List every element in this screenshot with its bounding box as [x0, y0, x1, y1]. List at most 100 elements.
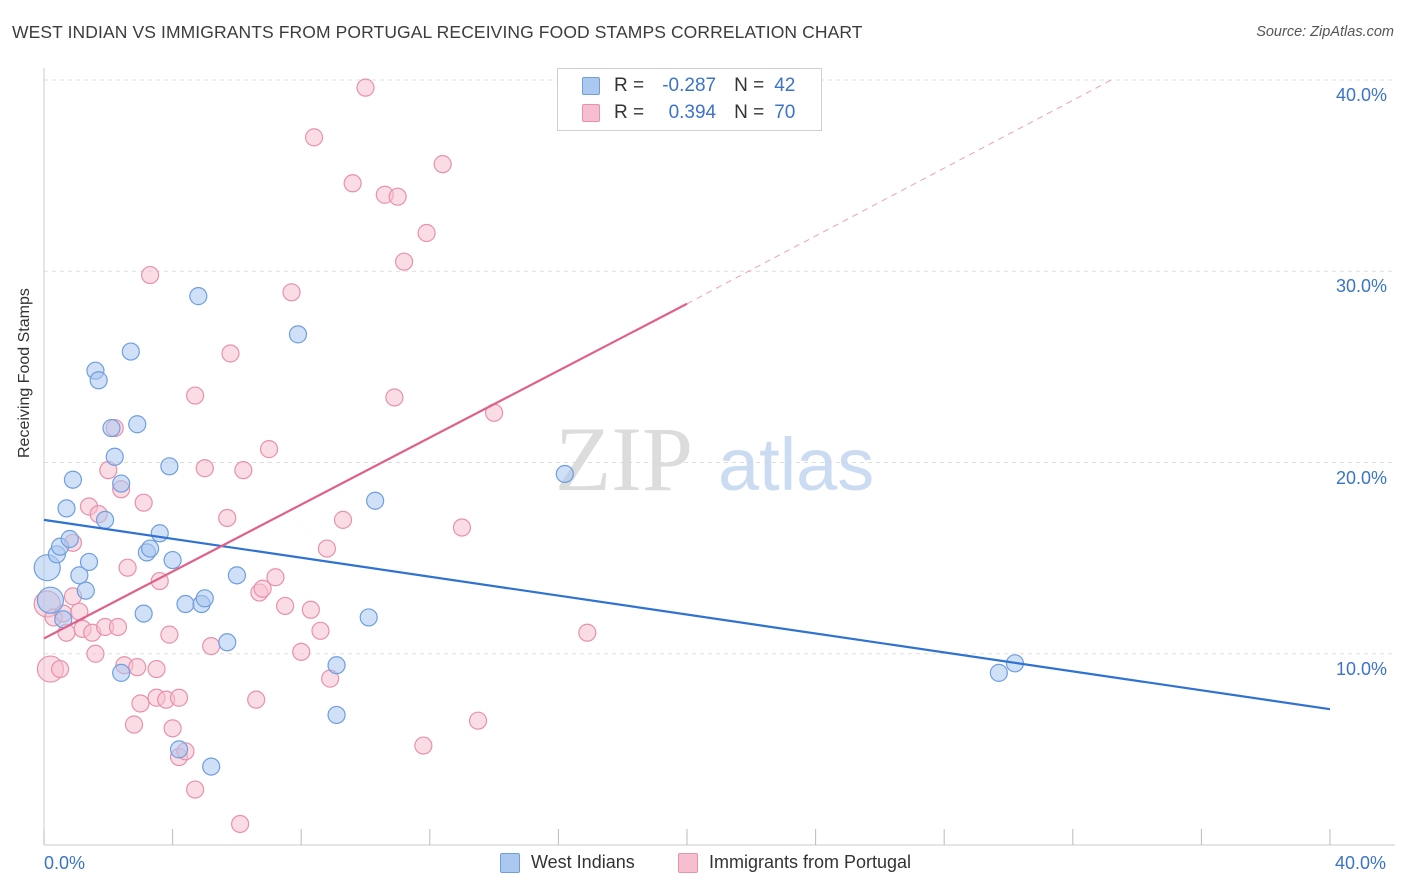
r-label: R = — [614, 102, 645, 123]
west-indian-point — [555, 464, 574, 484]
west-indian-point — [176, 594, 195, 614]
x-tick-label-min: 0.0% — [44, 853, 86, 873]
west-indian-point — [36, 586, 65, 614]
portugal-point — [394, 252, 414, 271]
west-indian-point — [327, 656, 346, 675]
watermark-zip: ZIP — [555, 408, 693, 510]
west-indian-point — [112, 663, 131, 682]
portugal-point — [160, 625, 179, 644]
legend-label: West Indians — [531, 852, 635, 872]
portugal-trend-line — [43, 302, 688, 640]
portugal-point — [134, 493, 153, 512]
portugal-point — [169, 688, 189, 707]
portugal-point — [86, 644, 105, 663]
portugal-point — [50, 659, 70, 679]
west-indian-point — [134, 604, 153, 623]
n-value: 70 — [774, 102, 796, 123]
legend-item-west-indians[interactable]: West Indians — [500, 852, 635, 873]
watermark: ZIP atlas — [555, 408, 874, 510]
n-label: N = — [734, 75, 765, 96]
portugal-point — [195, 459, 214, 478]
west-indian-point — [102, 418, 121, 438]
legend-row-portugal: R = 0.394 N = 70 — [582, 101, 795, 125]
n-label: N = — [734, 102, 765, 123]
west-indian-point — [227, 566, 246, 585]
legend-row-west-indians: R = -0.287 N = 42 — [582, 74, 795, 98]
portugal-point — [218, 508, 237, 528]
portugal-point — [128, 658, 147, 677]
west-indian-point — [189, 287, 208, 306]
west-indian-point — [366, 491, 385, 510]
pink-swatch — [582, 104, 600, 122]
west-indian-point — [89, 371, 108, 390]
west-indian-point — [63, 470, 83, 489]
portugal-point — [414, 736, 433, 755]
correlation-legend: R = -0.287 N = 42 R = 0.394 N = 70 — [557, 68, 822, 131]
x-tick-label-max: 40.0% — [1335, 853, 1387, 873]
portugal-point — [468, 711, 488, 730]
portugal-point — [333, 510, 353, 529]
portugal-point — [124, 715, 144, 734]
pink-swatch — [678, 852, 698, 873]
west-indian-point — [218, 633, 237, 652]
watermark-atlas: atlas — [718, 423, 874, 506]
west-indian-point — [359, 608, 378, 627]
portugal-point — [108, 617, 128, 637]
west-indian-point — [169, 740, 189, 759]
west-indian-point — [150, 524, 169, 543]
portugal-trend-extension — [686, 79, 1112, 305]
n-value: 42 — [774, 75, 796, 96]
west-indian-point — [112, 474, 131, 493]
y-tick-label: 20.0% — [1336, 467, 1388, 488]
trend-lines — [43, 79, 1331, 711]
west-indians-trend-line — [43, 518, 1331, 711]
portugal-point — [317, 539, 337, 558]
portugal-point — [282, 283, 301, 302]
portugal-point — [433, 155, 452, 174]
west-indian-point — [288, 325, 308, 344]
legend-label: Immigrants from Portugal — [709, 852, 912, 872]
portugal-point — [253, 579, 272, 598]
r-value: 0.394 — [668, 102, 717, 123]
west-indian-point — [57, 499, 76, 518]
portugal-point — [140, 265, 160, 285]
portugal-point — [301, 600, 320, 619]
portugal-point — [417, 223, 436, 243]
west-indian-point — [160, 457, 179, 476]
portugal-point — [311, 621, 330, 640]
portugal-point — [259, 440, 279, 459]
portugal-point — [131, 694, 150, 713]
portugal-point — [292, 642, 311, 661]
west-indian-point — [76, 581, 95, 600]
y-tick-label: 10.0% — [1336, 658, 1388, 679]
axes — [43, 68, 1395, 846]
portugal-point — [202, 636, 221, 656]
r-value: -0.287 — [662, 75, 717, 96]
west-indian-point — [70, 566, 89, 585]
portugal-point — [266, 568, 285, 587]
portugal-point — [247, 690, 266, 709]
portugal-point — [118, 558, 137, 577]
portugal-point — [356, 78, 375, 97]
west-indian-point — [79, 552, 99, 572]
west-indian-point — [195, 589, 214, 608]
west-indian-point — [105, 447, 124, 466]
chart-title: WEST INDIAN VS IMMIGRANTS FROM PORTUGAL … — [12, 22, 863, 42]
portugal-point — [147, 659, 166, 679]
west-indian-point — [121, 342, 140, 361]
y-axis-title: Receiving Food Stamps — [16, 288, 33, 458]
portugal-point — [276, 596, 295, 616]
series-legend: West Indians Immigrants from Portugal — [0, 852, 1406, 876]
y-tick-label: 40.0% — [1336, 85, 1388, 105]
source-label: Source: ZipAtlas.com — [1256, 24, 1394, 40]
west-indian-point — [95, 510, 115, 529]
grid-lines — [44, 79, 1395, 655]
portugal-point — [304, 128, 324, 147]
portugal-point — [343, 174, 362, 193]
west-indian-point — [327, 705, 346, 725]
legend-item-portugal[interactable]: Immigrants from Portugal — [678, 852, 911, 873]
west-indian-point — [163, 550, 182, 570]
portugal-point — [388, 187, 407, 206]
y-tick-label: 30.0% — [1336, 276, 1388, 297]
